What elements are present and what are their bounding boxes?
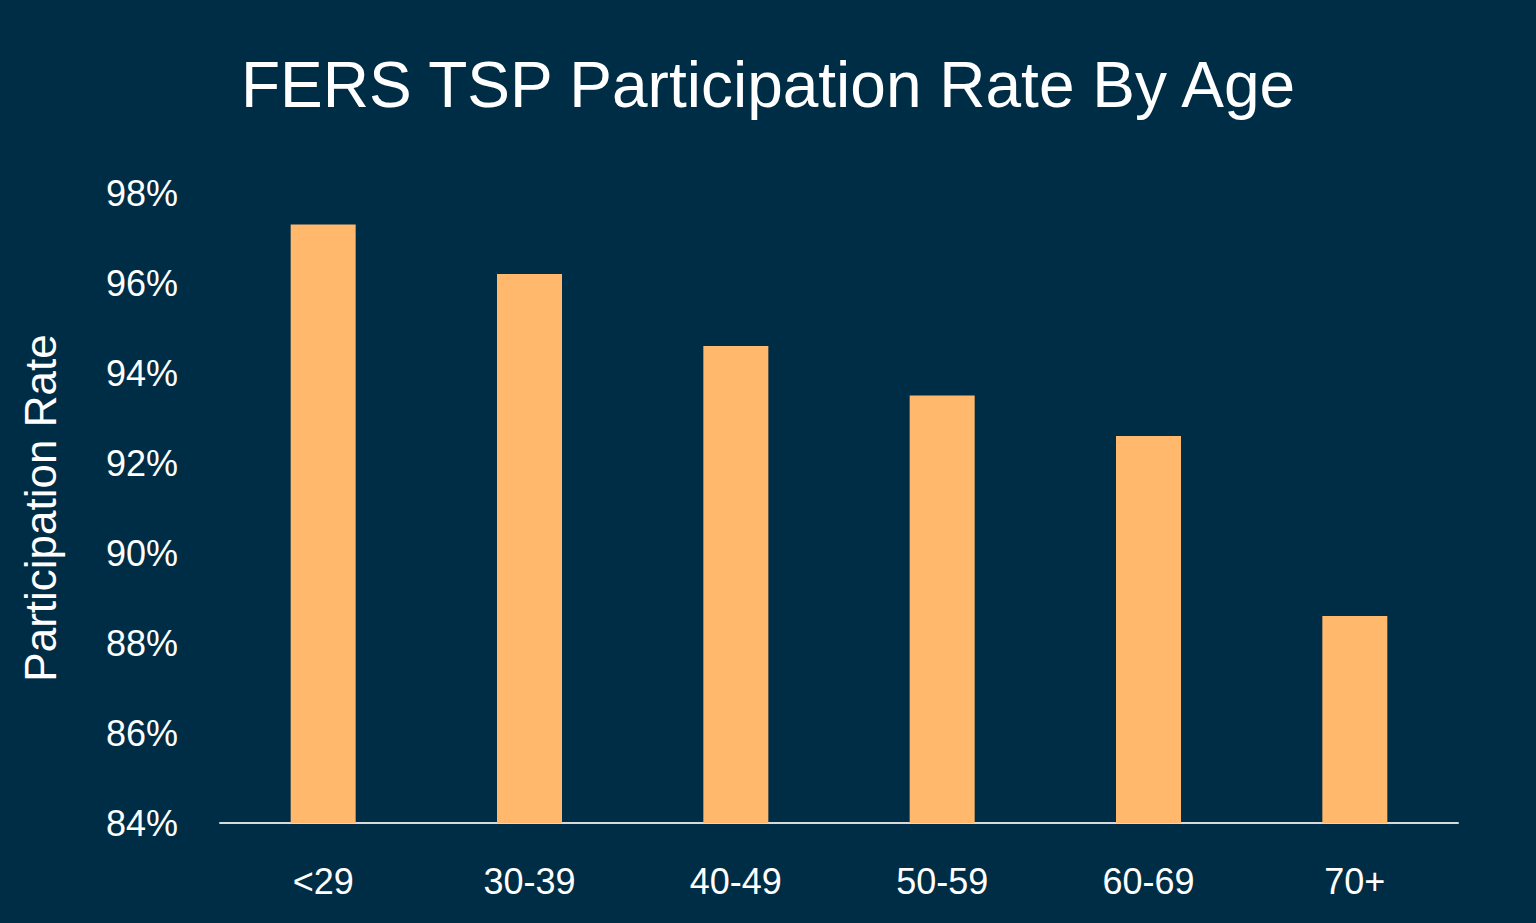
svg-text:FERS TSP Participation Rate By: FERS TSP Participation Rate By Age	[241, 49, 1295, 121]
svg-text:92%: 92%	[106, 443, 178, 484]
svg-text:40-49: 40-49	[690, 861, 782, 902]
svg-text:96%: 96%	[106, 263, 178, 304]
svg-text:94%: 94%	[106, 353, 178, 394]
svg-text:30-39: 30-39	[483, 861, 575, 902]
svg-text:90%: 90%	[106, 533, 178, 574]
svg-text:98%: 98%	[106, 173, 178, 214]
svg-text:<29: <29	[293, 861, 354, 902]
svg-text:88%: 88%	[106, 623, 178, 664]
svg-text:70+: 70+	[1324, 861, 1385, 902]
svg-text:50-59: 50-59	[896, 861, 988, 902]
svg-text:Participation Rate: Participation Rate	[16, 334, 65, 681]
svg-text:84%: 84%	[106, 803, 178, 844]
svg-text:60-69: 60-69	[1102, 861, 1194, 902]
svg-text:86%: 86%	[106, 713, 178, 754]
